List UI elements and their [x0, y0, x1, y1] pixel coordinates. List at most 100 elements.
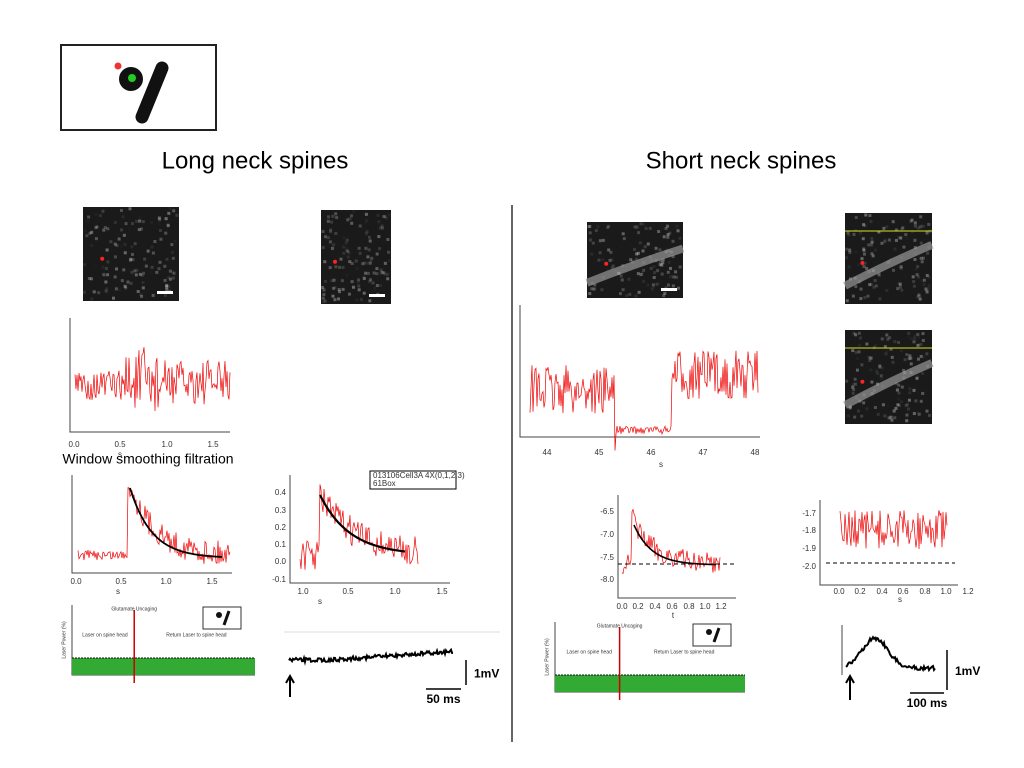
micrograph	[845, 213, 932, 304]
x-axis-label: s	[898, 595, 902, 604]
speckle	[330, 246, 334, 250]
speckle	[386, 250, 390, 254]
speckle	[323, 299, 327, 303]
speckle	[329, 230, 333, 234]
speckle	[890, 418, 894, 422]
speckle	[123, 251, 127, 255]
speckle	[622, 237, 626, 241]
speckle	[890, 355, 894, 359]
speckle	[648, 226, 652, 230]
speckle	[146, 249, 150, 253]
speckle	[881, 403, 885, 407]
speckle	[382, 271, 386, 275]
speckle	[854, 382, 858, 386]
speckle	[94, 226, 98, 230]
speckle	[344, 241, 348, 245]
speckle	[904, 233, 908, 237]
speckle	[126, 280, 130, 284]
speckle	[889, 347, 893, 351]
micrograph	[83, 207, 179, 301]
speckle	[347, 292, 351, 296]
speckle	[868, 214, 872, 218]
speckle	[379, 268, 383, 272]
speckle	[607, 248, 611, 252]
speckle	[124, 286, 128, 290]
speckle	[925, 352, 929, 356]
speckle	[142, 291, 145, 294]
speckle	[895, 388, 899, 392]
speckle	[856, 357, 859, 360]
speckle	[90, 297, 94, 301]
speckle	[901, 226, 905, 230]
speckle	[862, 401, 866, 405]
trace	[529, 350, 759, 451]
speckle	[357, 246, 361, 250]
speckle	[899, 236, 903, 240]
speckle	[97, 291, 101, 295]
speckle	[666, 233, 670, 237]
speckle	[897, 282, 901, 286]
event-label: Glutamate Uncaging	[597, 623, 643, 629]
speckle	[370, 256, 374, 260]
x-tick-label: 45	[595, 448, 604, 457]
speckle	[873, 248, 877, 252]
speckle	[122, 233, 126, 237]
speckle	[852, 232, 856, 236]
speckle	[321, 230, 325, 234]
speckle	[910, 230, 914, 234]
speckle	[924, 287, 928, 291]
speckle	[921, 372, 925, 376]
speckle	[117, 288, 121, 292]
speckle	[848, 405, 852, 409]
speckle	[897, 383, 901, 387]
speckle	[916, 374, 920, 378]
speckle	[106, 227, 110, 231]
speckle	[870, 240, 874, 244]
fit	[319, 494, 406, 553]
speckle	[149, 271, 152, 274]
fit	[129, 487, 222, 558]
speckle	[386, 272, 390, 276]
speckle	[656, 268, 660, 272]
micrograph	[845, 330, 932, 424]
speckle	[664, 227, 668, 231]
speckle	[375, 272, 379, 276]
speckle	[894, 228, 898, 232]
speckle	[671, 284, 675, 288]
speckle	[662, 235, 666, 239]
speckle	[906, 402, 910, 406]
speckle	[619, 245, 622, 248]
speckle	[147, 288, 150, 291]
y-tick-label: 0.3	[275, 506, 287, 515]
logo-mini-dot	[216, 612, 222, 618]
x-tick-label: 1.5	[436, 587, 448, 596]
speckle	[895, 228, 899, 232]
speckle	[383, 215, 387, 219]
speckle	[113, 242, 117, 246]
speckle	[344, 246, 348, 250]
speckle	[904, 403, 908, 407]
panels: 0.0 0.5 1.0 1.5 s 0.0 0.5 1.0 1.5 s 0.4 0.3 0.2 0.1 0.…	[61, 207, 980, 710]
speckle	[375, 283, 379, 287]
speckle	[355, 267, 359, 271]
speckle	[854, 285, 858, 289]
speckle	[328, 240, 332, 244]
speckle	[590, 252, 594, 256]
logo-mini	[692, 623, 732, 647]
speckle	[610, 258, 614, 262]
speckle	[386, 238, 390, 242]
speckle	[170, 243, 174, 247]
speckle	[915, 376, 919, 380]
speckle	[170, 250, 174, 254]
speckle	[367, 248, 371, 252]
speckle	[629, 258, 633, 262]
uncaging-spot	[860, 261, 865, 266]
speckle	[885, 288, 889, 292]
speckle	[674, 270, 678, 274]
speckle	[376, 213, 380, 217]
speckle	[642, 268, 645, 271]
speckle	[329, 228, 333, 232]
speckle	[633, 225, 637, 229]
speckle	[863, 261, 867, 265]
laser-power	[72, 658, 255, 675]
